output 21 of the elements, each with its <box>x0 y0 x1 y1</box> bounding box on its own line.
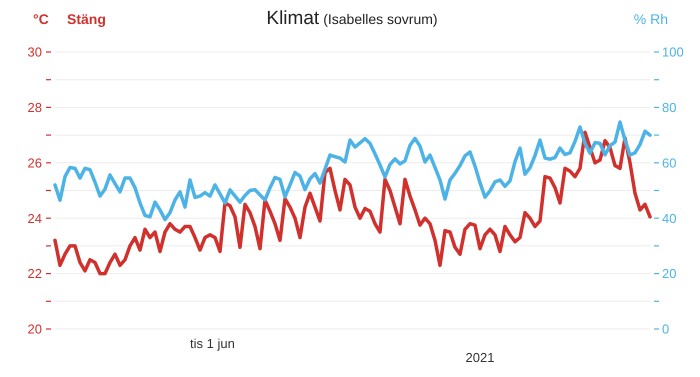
y2-tick-label: 60 <box>662 155 676 170</box>
y2-tick-label: 0 <box>662 322 670 337</box>
y-tick-label: 26 <box>28 155 42 170</box>
y-tick-label: 22 <box>28 266 42 282</box>
y-tick-label: 24 <box>28 210 42 226</box>
text: Stäng <box>67 11 106 27</box>
y-tick-label: 20 <box>28 322 42 337</box>
text: 2021 <box>466 350 494 365</box>
chart-subtitle: (Isabelles sovrum) <box>323 11 438 27</box>
y2-tick-label: 40 <box>662 210 676 226</box>
y-tick-label: 28 <box>28 100 42 115</box>
y-axis-title: °C <box>33 11 49 27</box>
text: tis 1 jun <box>190 336 235 351</box>
line-series <box>53 120 652 222</box>
y2-axis-title: % Rh <box>634 11 668 27</box>
y2-tick-label: 20 <box>662 266 676 282</box>
y2-tick-label: 80 <box>662 100 676 115</box>
y-tick-label: 30 <box>28 44 42 60</box>
chart-title: Klimat <box>266 8 320 29</box>
line-series <box>53 130 652 276</box>
y2-tick-label: 100 <box>662 44 684 60</box>
